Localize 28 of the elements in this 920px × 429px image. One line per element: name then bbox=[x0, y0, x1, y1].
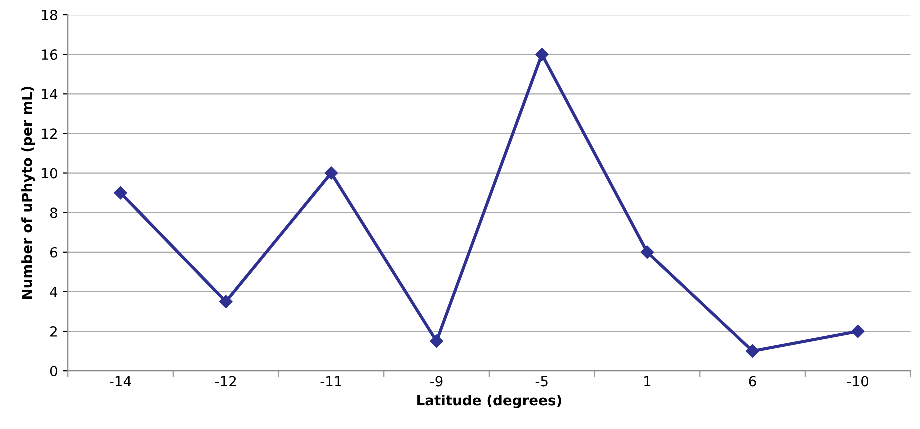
y-tick-label: 16 bbox=[42, 50, 58, 60]
point bbox=[324, 166, 338, 180]
x-tick-label: 1 bbox=[644, 376, 651, 386]
y-tick-label: 10 bbox=[42, 168, 58, 179]
y-tick-label: 12 bbox=[42, 128, 57, 139]
x-tick-label: -12 bbox=[215, 376, 236, 386]
x-tick-label: -11 bbox=[320, 376, 342, 386]
y-tick-label: 14 bbox=[42, 89, 58, 100]
y-tick-label: 18 bbox=[42, 10, 58, 20]
y-tick-label: 2 bbox=[50, 326, 57, 337]
point bbox=[852, 324, 865, 338]
x-tick-label: -10 bbox=[847, 376, 869, 387]
point bbox=[114, 186, 128, 200]
x-tick-label: -14 bbox=[110, 376, 132, 386]
x-tick-label: -9 bbox=[430, 376, 443, 387]
x-axis-title: Latitude (degrees) bbox=[418, 394, 562, 408]
point bbox=[640, 246, 654, 259]
point bbox=[536, 48, 549, 62]
point bbox=[430, 334, 444, 348]
y-tick-label: 4 bbox=[50, 287, 58, 298]
x-tick-label: 6 bbox=[749, 376, 756, 387]
point bbox=[746, 344, 760, 358]
y-tick-label: 6 bbox=[50, 247, 58, 258]
point bbox=[220, 295, 233, 308]
y-axis-title: Number of uPhyto (per mL) bbox=[22, 86, 36, 300]
y-tick-label: 8 bbox=[50, 208, 58, 218]
x-tick-label: -5 bbox=[536, 376, 548, 387]
y-tick-label: 0 bbox=[50, 366, 58, 377]
